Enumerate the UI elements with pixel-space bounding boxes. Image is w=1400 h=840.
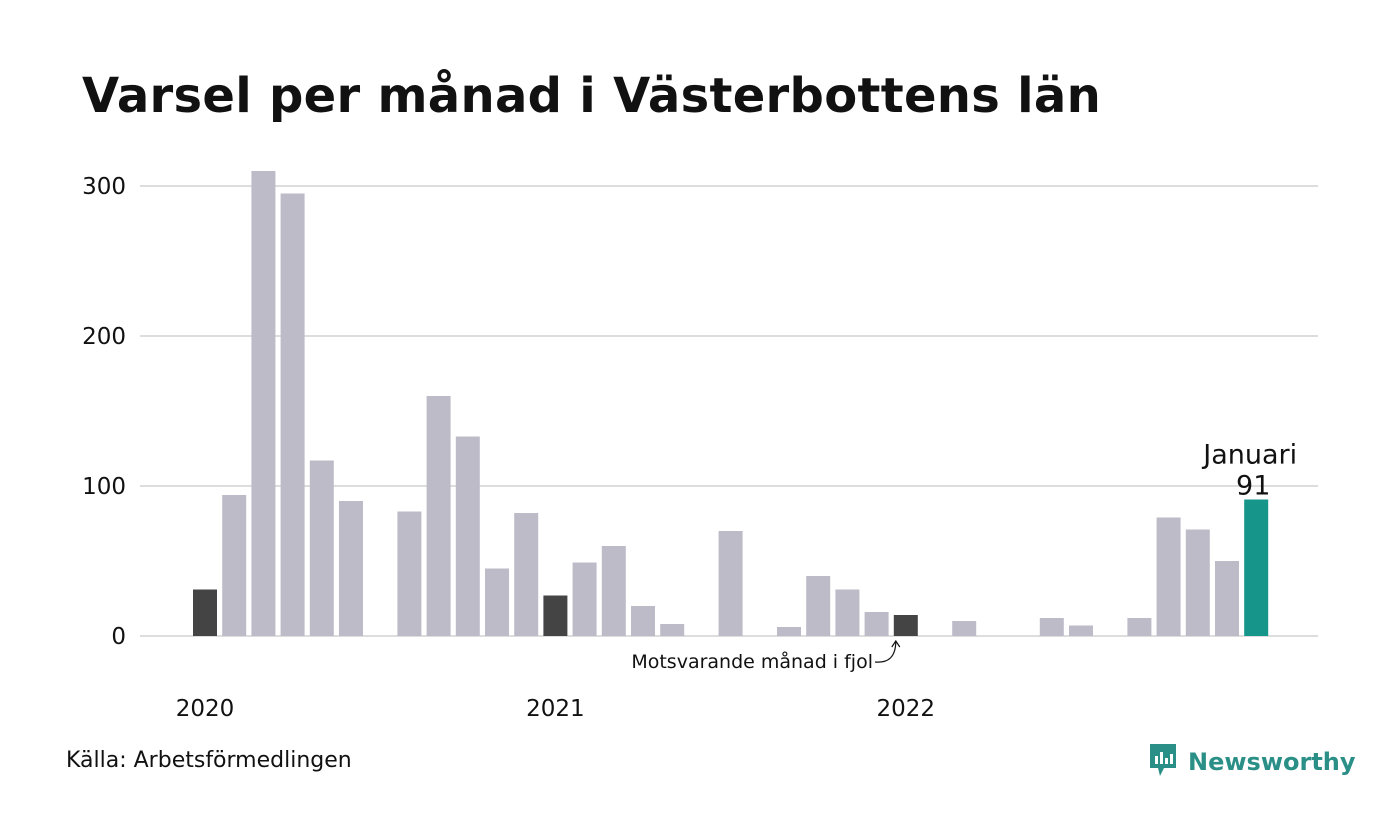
x-tick-label: 2020: [176, 696, 235, 722]
y-tick-label: 200: [82, 324, 126, 350]
brand-logo[interactable]: Newsworthy: [1148, 742, 1356, 782]
bar-2022-09: [1127, 618, 1152, 636]
bar-2021-04: [631, 606, 655, 636]
y-tick-label: 300: [82, 174, 126, 200]
bar-2021-03: [601, 546, 626, 636]
bar-2020-10: [455, 436, 480, 636]
bar-2020-09: [426, 396, 451, 636]
bar-2022-10: [1156, 517, 1181, 636]
bar-2020-11: [485, 568, 509, 636]
bar-2020-05: [309, 460, 334, 636]
x-tick-label: 2021: [526, 696, 585, 722]
bar-2020-06: [339, 501, 363, 636]
y-tick-label: 0: [111, 624, 126, 650]
bars: [193, 171, 1269, 636]
bar-2022-01: [893, 615, 918, 636]
bar-2020-03: [251, 171, 276, 636]
highlight-value-label: 91: [1236, 471, 1270, 502]
y-axis-ticks: 0 100 200 300: [82, 174, 126, 650]
x-tick-label: 2022: [877, 696, 936, 722]
brand-name: Newsworthy: [1188, 748, 1356, 776]
source-note: Källa: Arbetsförmedlingen: [66, 748, 352, 773]
grid-lines: [140, 185, 1318, 637]
bar-2021-10: [806, 576, 831, 636]
bar-2021-11: [835, 589, 860, 636]
x-axis-ticks: 2020 2021 2022: [176, 696, 935, 722]
bar-2022-07: [1069, 625, 1093, 636]
bar-2021-02: [572, 562, 597, 636]
bar-2023-01: [1244, 499, 1269, 636]
bar-2020-08: [397, 511, 422, 636]
y-tick-label: 100: [82, 474, 126, 500]
bar-2020-12: [514, 513, 539, 636]
bar-2021-05: [660, 624, 685, 636]
bar-2020-01: [193, 589, 217, 636]
chart-title: Varsel per månad i Västerbottens län: [82, 68, 1102, 124]
bar-2022-12: [1215, 561, 1239, 636]
highlight-month-label: Januari: [1201, 440, 1297, 471]
bar-2022-11: [1185, 529, 1210, 636]
annotation-arrowhead: [891, 639, 901, 648]
annotation-previous-year: Motsvarande månad i fjol: [631, 650, 873, 673]
bar-2020-04: [280, 193, 305, 636]
bar-2020-02: [222, 495, 247, 636]
annotation-arrow: [874, 640, 897, 663]
bar-2022-06: [1039, 618, 1064, 636]
bar-2021-07: [718, 531, 743, 636]
bar-2021-12: [864, 612, 889, 636]
bar-2022-03: [952, 621, 977, 636]
bar-2021-01: [543, 595, 568, 636]
bar-2021-09: [777, 627, 801, 636]
newsworthy-logo-icon: [1148, 742, 1178, 782]
